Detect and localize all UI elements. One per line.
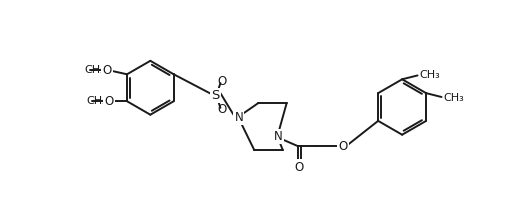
Text: S: S bbox=[212, 89, 220, 102]
Text: O: O bbox=[102, 64, 112, 77]
Text: O: O bbox=[217, 75, 227, 88]
Text: N: N bbox=[235, 111, 243, 124]
Text: O: O bbox=[105, 95, 114, 108]
Text: N: N bbox=[274, 130, 282, 143]
Text: O: O bbox=[217, 103, 227, 116]
Text: O: O bbox=[295, 161, 304, 174]
Text: CH₃: CH₃ bbox=[84, 65, 105, 75]
Text: N: N bbox=[274, 130, 282, 143]
Text: N: N bbox=[235, 111, 243, 124]
Text: S: S bbox=[212, 89, 220, 102]
Text: O: O bbox=[105, 95, 114, 108]
Text: O: O bbox=[102, 64, 112, 77]
Text: O: O bbox=[338, 140, 347, 153]
Text: O: O bbox=[338, 140, 347, 153]
Text: CH₃: CH₃ bbox=[443, 93, 464, 103]
Text: O: O bbox=[295, 161, 304, 174]
Text: CH₃: CH₃ bbox=[86, 96, 107, 106]
Text: CH₃: CH₃ bbox=[419, 70, 440, 80]
